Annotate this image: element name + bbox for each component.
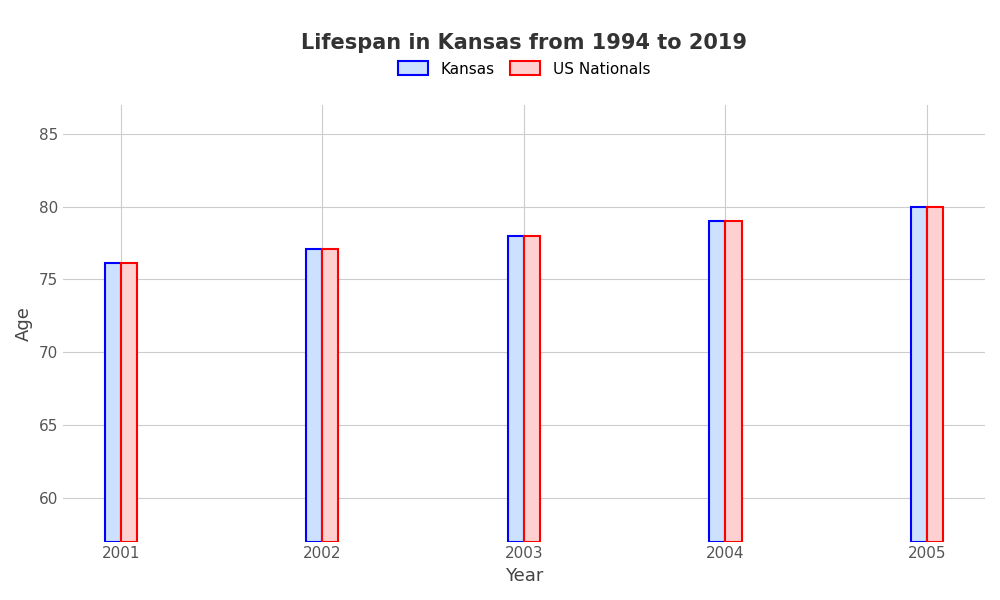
Bar bbox=[121, 263, 137, 542]
Bar bbox=[306, 249, 322, 542]
Bar bbox=[322, 249, 338, 542]
Bar bbox=[508, 236, 524, 542]
Bar bbox=[911, 206, 927, 542]
Legend: Kansas, US Nationals: Kansas, US Nationals bbox=[392, 55, 656, 83]
Bar bbox=[709, 221, 725, 542]
X-axis label: Year: Year bbox=[505, 567, 543, 585]
Bar bbox=[105, 263, 121, 542]
Title: Lifespan in Kansas from 1994 to 2019: Lifespan in Kansas from 1994 to 2019 bbox=[301, 33, 747, 53]
Bar bbox=[524, 236, 540, 542]
Y-axis label: Age: Age bbox=[15, 305, 33, 341]
Bar bbox=[927, 206, 943, 542]
Bar bbox=[725, 221, 742, 542]
